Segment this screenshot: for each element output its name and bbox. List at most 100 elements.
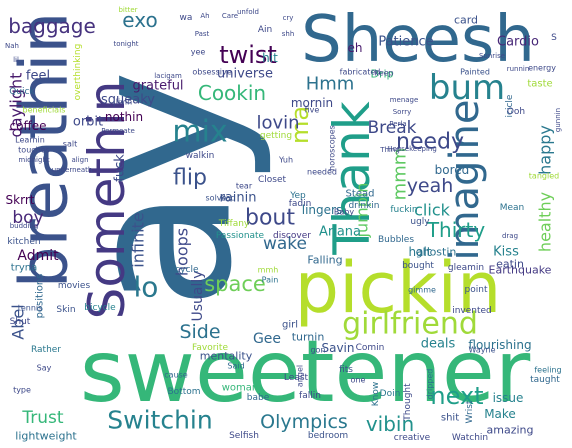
word-savin: Savin: [321, 341, 354, 355]
word-falling: Falling: [307, 254, 342, 267]
word-gimme: gimme: [408, 286, 436, 295]
word-tricycle: tricycle: [166, 265, 199, 275]
word-obsessive: obsessive: [192, 68, 231, 77]
word-housekeeping: Housekeeping: [387, 145, 437, 153]
word-hoops: hoops: [173, 228, 192, 276]
word-space: space: [204, 272, 266, 296]
word-quick: Quick: [9, 87, 35, 97]
word-underneath: underneath: [52, 166, 93, 174]
word-ariana: Ariana: [319, 225, 361, 240]
word-earthquake: Earthquake: [489, 264, 552, 277]
word-bum: bum: [429, 68, 505, 108]
word-turnin: turnin: [292, 331, 325, 344]
word-permeate: Permeate: [101, 127, 135, 135]
word-mmm: mmm: [390, 148, 411, 201]
word-tiffany: Tiffany: [218, 219, 250, 229]
word-abel: Abel: [9, 304, 28, 339]
word-comin: Comin: [356, 343, 385, 353]
word-fuck: fuck: [113, 154, 128, 182]
word-thank: Thank: [323, 101, 381, 256]
word-know: Know: [371, 382, 381, 406]
word-deals: deals: [421, 337, 456, 352]
word-touches: touches: [18, 146, 50, 155]
word-girlfriend: girlfriend: [342, 307, 478, 342]
word-one: one: [351, 376, 366, 385]
word-learnin: Learnin: [15, 136, 45, 145]
word-sweetener: sweetener: [80, 322, 531, 422]
word-overthinking: overthinking: [73, 44, 83, 101]
word-unfold: unfold: [237, 8, 259, 16]
word-keep: keep: [374, 69, 393, 78]
word-bubbles: Bubbles: [378, 235, 414, 245]
word-next: next: [430, 382, 483, 410]
word-past: Past: [195, 30, 210, 38]
word-movies: movies: [58, 281, 91, 291]
word-walkin: walkin: [186, 151, 215, 161]
word-ay: ay: [44, 70, 277, 311]
word-mmh: mmh: [258, 266, 279, 275]
word-energy: energy: [528, 64, 556, 73]
word-salt: salt: [63, 140, 77, 149]
word-discover: discover: [273, 231, 311, 241]
word-bicycle: bicycle: [84, 303, 116, 313]
word-cause: cause: [164, 371, 188, 380]
word-doin: Doin: [380, 389, 401, 399]
word-mentality: mentality: [200, 350, 253, 363]
word-skrrt: Skrrt: [6, 193, 35, 207]
word-selfish: Selfish: [229, 431, 259, 441]
word-gunnin: gunnin: [554, 108, 562, 132]
word-horoscopes: horoscopes: [328, 125, 337, 171]
word-infinite: infinite: [129, 212, 148, 267]
word-woman: woman: [222, 383, 259, 394]
word-tangled: tangled: [529, 172, 559, 181]
word-fits: fits: [339, 365, 353, 375]
word-icicle: icicle: [505, 94, 515, 117]
word-nah: Nah: [5, 42, 19, 50]
word-yuh: Yuh: [278, 156, 293, 165]
word-coffee: coffee: [10, 119, 47, 133]
word-runnin: runnin: [507, 65, 530, 73]
word-yep: Yep: [289, 191, 306, 201]
word-ain: Ain: [258, 25, 272, 35]
word-sheesh: Sheesh: [301, 3, 535, 77]
word-say: Say: [37, 364, 52, 373]
word-admit: Admit: [17, 248, 59, 264]
word-grateful: grateful: [132, 79, 183, 94]
word-passionate: Passionate: [216, 231, 265, 241]
word-nothin: nothin: [105, 110, 143, 124]
word-invented: invented: [452, 306, 492, 316]
word-point: point: [465, 285, 488, 295]
word-feeling: feeling: [534, 366, 561, 375]
word-shit: shit: [441, 413, 459, 424]
word-menage: menage: [390, 96, 419, 104]
word-wa: wa: [180, 13, 193, 23]
word-creative: creative: [394, 433, 431, 443]
word-trust: Trust: [21, 408, 64, 428]
word-issue: issue: [493, 391, 524, 405]
word-mean: Mean: [500, 203, 525, 213]
word-getting: getting: [260, 131, 292, 141]
word-make: Make: [484, 407, 516, 421]
word-daylight: daylight: [7, 73, 26, 138]
word-thought: Thought: [403, 383, 413, 422]
word-flourishing: flourishing: [468, 338, 531, 352]
word-tryna: tryna: [11, 263, 37, 274]
word-drip: Drip: [370, 68, 393, 81]
word-bottom: Bottom: [167, 387, 200, 397]
word-usually: Usually: [190, 270, 206, 321]
word-side: Side: [179, 321, 220, 343]
word-breathin: breathin: [6, 12, 83, 289]
word-amazing: amazing: [487, 424, 534, 437]
word-perla: Perla: [389, 120, 406, 128]
word-shut: Shut: [10, 317, 31, 327]
word-babe: babe: [247, 393, 270, 403]
word-eatin: eatin: [496, 258, 524, 271]
word-orbit: orbit: [73, 115, 103, 130]
word-livin: livin: [116, 98, 132, 107]
word-type: type: [13, 386, 31, 395]
word-break: Break: [368, 118, 417, 138]
word-mornin: mornin: [291, 96, 333, 110]
word-care: Care: [222, 12, 238, 20]
word-pickin: pickin: [295, 247, 502, 329]
